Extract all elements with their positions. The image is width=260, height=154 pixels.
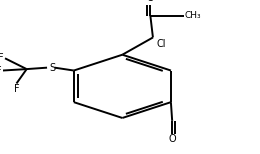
Text: F: F [0,66,2,75]
Text: Cl: Cl [157,39,166,49]
Text: F: F [14,84,19,94]
Text: S: S [49,63,55,73]
Text: O: O [168,134,176,144]
Text: O: O [147,0,154,3]
Text: CH₃: CH₃ [185,11,202,20]
Text: F: F [0,53,4,63]
